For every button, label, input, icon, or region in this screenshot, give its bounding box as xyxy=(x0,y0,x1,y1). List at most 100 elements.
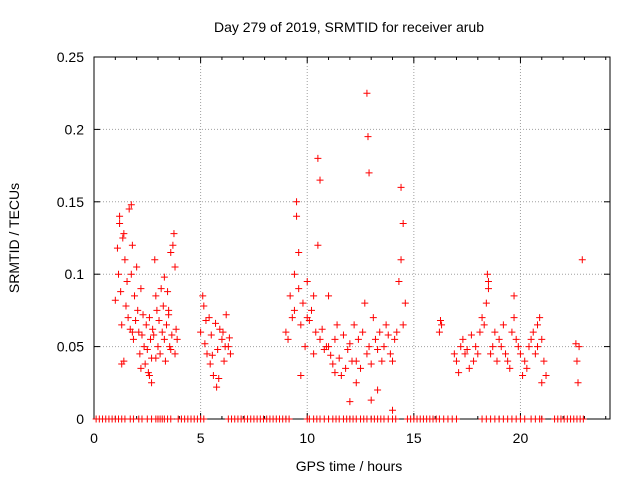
data-point xyxy=(166,343,174,351)
plot-frame xyxy=(93,56,611,420)
data-point xyxy=(350,321,358,329)
data-point xyxy=(519,372,527,380)
data-point xyxy=(295,285,303,293)
data-point xyxy=(132,317,140,325)
data-point xyxy=(578,256,586,264)
data-point xyxy=(150,331,158,339)
data-point xyxy=(482,299,490,307)
data-point xyxy=(312,328,320,336)
baseline-point xyxy=(452,415,460,423)
data-point xyxy=(487,350,495,358)
data-point xyxy=(374,386,382,394)
data-point xyxy=(493,357,501,365)
x-tick-label: 20 xyxy=(513,430,529,446)
data-point xyxy=(170,230,178,238)
data-point xyxy=(129,335,137,343)
data-point xyxy=(512,335,520,343)
data-point xyxy=(297,372,305,380)
baseline-point xyxy=(167,415,175,423)
data-point xyxy=(510,292,518,300)
data-point xyxy=(214,345,222,353)
data-point xyxy=(139,311,147,319)
data-point xyxy=(438,321,446,329)
data-point xyxy=(344,345,352,353)
data-point xyxy=(376,328,384,336)
data-point xyxy=(378,357,386,365)
y-tick-label: 0.1 xyxy=(65,266,85,282)
data-point xyxy=(113,244,121,252)
baseline-point xyxy=(538,415,546,423)
data-point xyxy=(200,302,208,310)
data-point xyxy=(295,248,303,256)
data-point xyxy=(207,331,215,339)
data-point xyxy=(574,379,582,387)
data-point xyxy=(137,364,145,372)
data-point xyxy=(167,248,175,256)
data-point xyxy=(391,335,399,343)
data-point xyxy=(476,328,484,336)
data-point xyxy=(374,345,382,353)
data-point xyxy=(367,360,375,368)
data-point xyxy=(128,241,136,249)
data-point xyxy=(529,328,537,336)
x-tick-label: 15 xyxy=(406,430,422,446)
data-point xyxy=(389,357,397,365)
data-point xyxy=(288,314,296,322)
data-point xyxy=(542,372,550,380)
data-point xyxy=(165,306,173,314)
data-point xyxy=(208,351,216,359)
data-point xyxy=(137,285,145,293)
data-point xyxy=(316,335,324,343)
data-point xyxy=(472,343,480,351)
data-point xyxy=(467,331,475,339)
data-point xyxy=(116,220,124,228)
data-point xyxy=(213,383,221,391)
x-axis-label: GPS time / hours xyxy=(296,458,403,474)
data-point xyxy=(127,270,135,278)
data-point xyxy=(538,335,546,343)
data-point xyxy=(152,354,160,362)
data-point xyxy=(474,350,482,358)
data-point xyxy=(386,350,394,358)
data-point xyxy=(361,299,369,307)
data-point xyxy=(116,212,124,220)
data-point xyxy=(158,328,166,336)
data-point xyxy=(122,302,130,310)
data-point xyxy=(144,369,152,377)
data-point xyxy=(303,314,311,322)
y-tick-label: 0.15 xyxy=(57,194,84,210)
data-point xyxy=(382,321,390,329)
data-point xyxy=(160,335,168,343)
data-point xyxy=(525,343,533,351)
data-point xyxy=(162,321,170,329)
data-point xyxy=(399,321,407,329)
baseline-point xyxy=(200,415,208,423)
data-point xyxy=(573,357,581,365)
data-point xyxy=(364,133,372,141)
data-point xyxy=(160,273,168,281)
data-point xyxy=(216,325,224,333)
data-point xyxy=(450,350,458,358)
data-point xyxy=(329,360,337,368)
data-point xyxy=(167,345,175,353)
baseline-point xyxy=(392,415,400,423)
data-point xyxy=(134,306,142,314)
data-point xyxy=(209,372,217,380)
data-point xyxy=(118,321,126,329)
data-point xyxy=(171,263,179,271)
data-point xyxy=(111,296,119,304)
data-point xyxy=(152,292,160,300)
y-tick-label: 0 xyxy=(76,411,84,427)
data-point xyxy=(575,343,583,351)
data-point xyxy=(504,357,512,365)
data-point xyxy=(293,212,301,220)
data-point xyxy=(314,154,322,162)
baseline-point xyxy=(285,415,293,423)
data-point xyxy=(380,343,388,351)
data-point xyxy=(346,340,354,348)
data-point xyxy=(497,343,505,351)
data-point xyxy=(124,314,132,322)
data-point xyxy=(159,302,167,310)
data-point xyxy=(325,292,333,300)
